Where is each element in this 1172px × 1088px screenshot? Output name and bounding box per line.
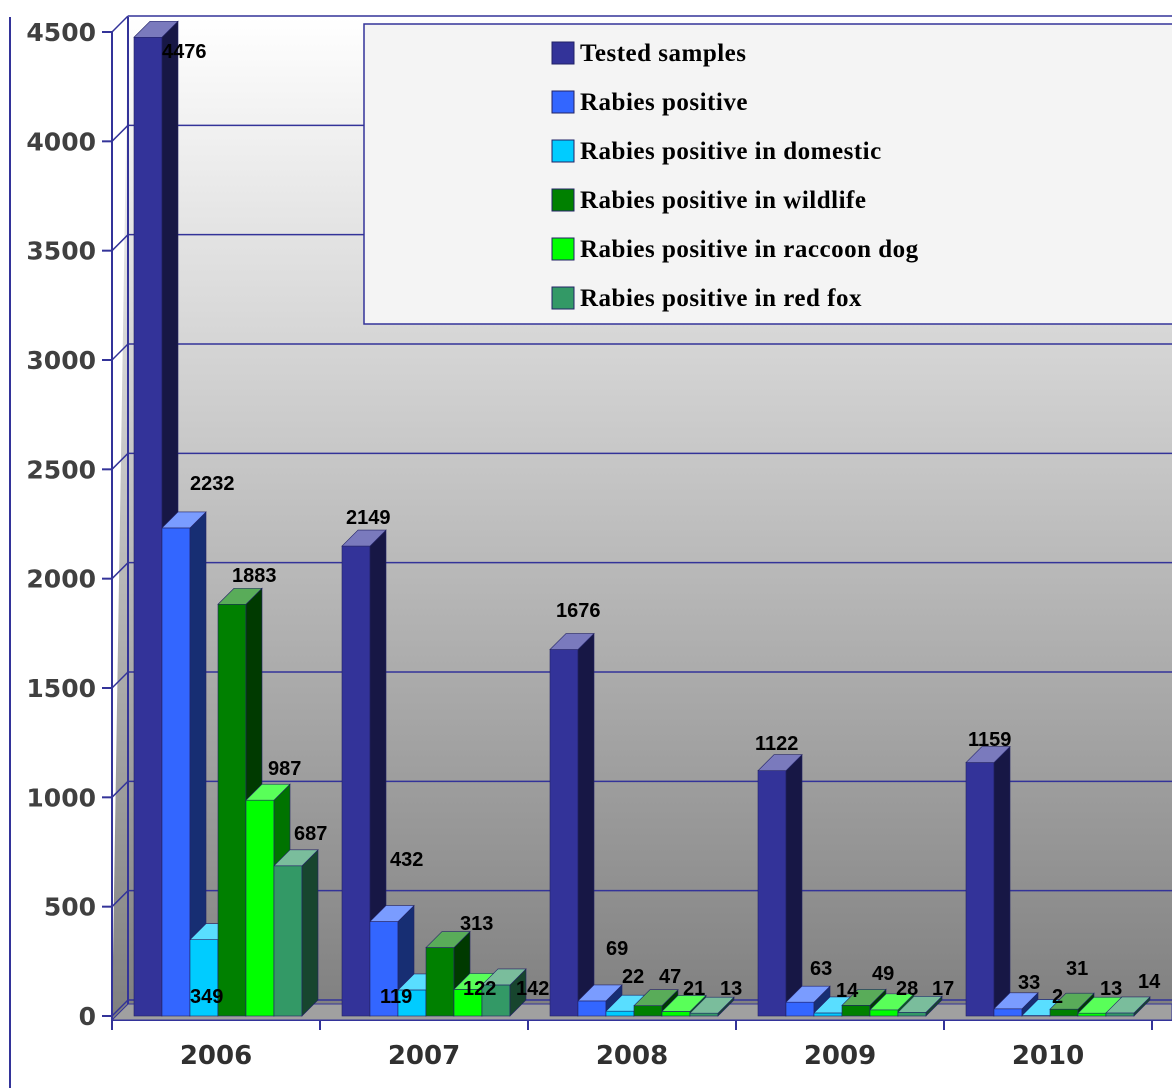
legend-swatch	[551, 237, 575, 261]
data-label: 14	[1138, 971, 1161, 993]
y-tick-label: 500	[44, 893, 96, 922]
x-category-label: 2007	[388, 1041, 460, 1071]
legend: Tested samples Rabies positive Rabies posi…	[363, 23, 1172, 325]
data-label: 122	[463, 978, 496, 1000]
y-tick-label: 1500	[26, 674, 96, 703]
y-axis-ticks: 0 500 1000 1500 2000 2500 3000 3500 4000 4500	[26, 18, 112, 1031]
data-label: 63	[810, 958, 832, 980]
data-label: 1883	[232, 565, 277, 587]
legend-box	[363, 23, 1172, 325]
data-label: 14	[836, 980, 859, 1002]
data-label: 1676	[556, 600, 601, 622]
legend-swatch	[551, 90, 575, 114]
data-label: 28	[896, 978, 918, 1000]
data-label: 21	[683, 978, 705, 1000]
gridline-depth	[111, 780, 129, 798]
data-label: 31	[1066, 958, 1088, 980]
y-tick-label: 0	[79, 1002, 96, 1031]
legend-entry: Rabies positive in raccoon dog	[551, 236, 919, 263]
data-label: 687	[294, 823, 327, 845]
data-label: 33	[1018, 972, 1040, 994]
data-label: 432	[390, 849, 423, 871]
legend-swatch	[551, 286, 575, 310]
bars	[133, 20, 1151, 1017]
bar	[965, 745, 1011, 1017]
y-tick-label: 4500	[26, 18, 96, 47]
data-label: 13	[1100, 978, 1122, 1000]
bar	[897, 995, 943, 1017]
bar	[689, 996, 735, 1017]
data-label: 47	[659, 966, 681, 988]
gridline-depth	[111, 671, 129, 689]
legend-label: Rabies positive in wildlife	[580, 187, 866, 214]
data-label: 49	[872, 963, 894, 985]
gridline-depth	[111, 452, 129, 470]
data-label: 119	[380, 986, 412, 1008]
bar	[481, 968, 527, 1017]
data-label: 349	[190, 986, 223, 1008]
legend-label: Rabies positive in domestic	[580, 138, 882, 165]
x-axis-categories: 2006 2007 2008 2009 2010	[111, 1020, 1153, 1071]
data-label: 2232	[190, 473, 235, 495]
gridline-depth	[111, 15, 129, 33]
legend-entry: Rabies positive in domestic	[551, 138, 882, 165]
gridline-depth	[111, 562, 129, 580]
data-label: 17	[932, 978, 954, 1000]
y-tick-label: 4000	[26, 127, 96, 156]
data-label: 313	[460, 913, 493, 935]
bar	[1105, 996, 1151, 1017]
data-label: 1159	[968, 729, 1011, 751]
bar	[273, 849, 319, 1017]
legend-entry: Rabies positive	[551, 89, 748, 116]
legend-swatch	[551, 139, 575, 163]
x-category-label: 2008	[596, 1041, 668, 1071]
legend-swatch	[551, 188, 575, 212]
bar	[161, 511, 207, 1017]
y-tick-label: 3000	[26, 346, 96, 375]
legend-label: Rabies positive	[580, 89, 748, 116]
data-label: 1122	[755, 733, 798, 755]
data-label: 2149	[346, 507, 391, 529]
legend-swatch	[551, 41, 575, 65]
data-label: 13	[720, 978, 742, 1000]
bar	[577, 984, 623, 1017]
data-label: 987	[268, 758, 301, 780]
bar	[993, 992, 1039, 1017]
legend-entry: Rabies positive in red fox	[551, 285, 862, 312]
bar	[549, 632, 595, 1017]
y-tick-label: 2000	[26, 565, 96, 594]
legend-label: Rabies positive in raccoon dog	[580, 236, 919, 263]
legend-entry: Rabies positive in wildlife	[551, 187, 866, 214]
bar	[757, 753, 803, 1017]
x-category-label: 2010	[1012, 1041, 1084, 1071]
y-tick-label: 2500	[26, 455, 96, 484]
data-label: 69	[606, 938, 628, 960]
gridline-depth	[111, 890, 129, 908]
legend-entry: Tested samples	[551, 40, 747, 67]
legend-label: Rabies positive in red fox	[580, 285, 862, 312]
bar	[425, 930, 471, 1017]
gridline-depth	[111, 234, 129, 252]
data-label: 4476	[162, 41, 207, 63]
bar	[341, 529, 387, 1017]
gridline-depth	[111, 124, 129, 142]
data-label: 22	[622, 966, 644, 988]
y-tick-label: 1000	[26, 783, 96, 812]
x-category-label: 2006	[180, 1041, 252, 1071]
y-tick-label: 3500	[26, 237, 96, 266]
x-category-label: 2009	[804, 1041, 876, 1071]
gridline-depth	[111, 343, 129, 361]
data-label: 142	[516, 978, 549, 1000]
gridline-depth	[111, 999, 129, 1017]
legend-label: Tested samples	[580, 40, 747, 67]
data-label: 2	[1052, 986, 1063, 1008]
